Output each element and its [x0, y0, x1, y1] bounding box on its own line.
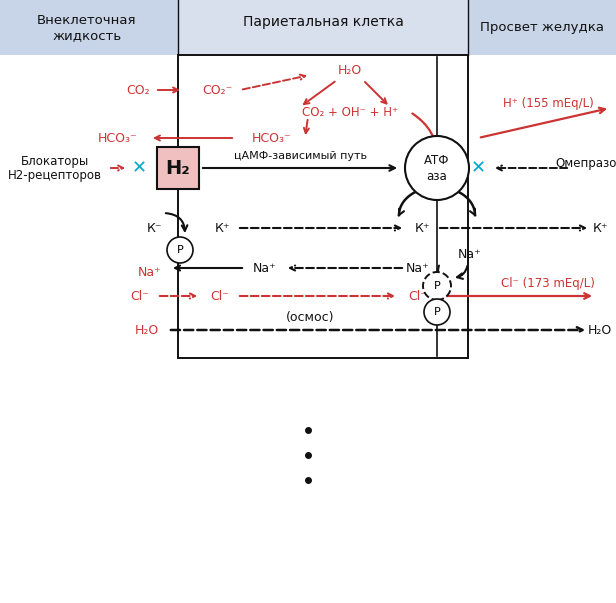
- Text: Н⁺ (155 mEq/L): Н⁺ (155 mEq/L): [503, 96, 593, 110]
- Text: Na⁺: Na⁺: [253, 262, 277, 274]
- Text: ✕: ✕: [471, 159, 485, 177]
- Text: H₂O: H₂O: [135, 323, 159, 336]
- Text: CO₂⁻: CO₂⁻: [202, 83, 232, 96]
- Text: АТФ: АТФ: [424, 154, 450, 168]
- Text: HCO₃⁻: HCO₃⁻: [98, 131, 138, 145]
- Text: ✕: ✕: [131, 159, 147, 177]
- Text: Cl⁻: Cl⁻: [131, 289, 150, 303]
- FancyBboxPatch shape: [157, 147, 199, 189]
- Text: К⁺: К⁺: [592, 221, 608, 235]
- Circle shape: [423, 272, 451, 300]
- Text: К⁺: К⁺: [414, 221, 430, 235]
- Circle shape: [424, 299, 450, 325]
- Text: Na⁺: Na⁺: [138, 267, 162, 280]
- Text: Na⁺: Na⁺: [406, 262, 430, 274]
- Text: К⁻: К⁻: [147, 221, 163, 235]
- Text: Cl⁻: Cl⁻: [408, 289, 428, 303]
- Text: P: P: [177, 245, 184, 255]
- Text: H₂O: H₂O: [588, 323, 612, 336]
- Text: Cl⁻: Cl⁻: [211, 289, 229, 303]
- Text: CO₂: CO₂: [126, 83, 150, 96]
- Text: Просвет желудка: Просвет желудка: [480, 22, 604, 34]
- Text: P: P: [434, 281, 440, 291]
- Text: Внеклеточная
жидкость: Внеклеточная жидкость: [37, 14, 137, 42]
- Bar: [178, 55, 468, 358]
- Text: цАМФ-зависимый путь: цАМФ-зависимый путь: [233, 151, 367, 161]
- Text: Н2-рецепторов: Н2-рецепторов: [8, 168, 102, 182]
- Circle shape: [405, 136, 469, 200]
- Text: Na⁺: Na⁺: [458, 247, 482, 260]
- Circle shape: [167, 237, 193, 263]
- Bar: [178, 0, 468, 55]
- Text: К⁺: К⁺: [214, 221, 230, 235]
- Bar: [0, 0, 616, 55]
- Text: Cl⁻ (173 mEq/L): Cl⁻ (173 mEq/L): [501, 277, 595, 289]
- Text: Блокаторы: Блокаторы: [21, 156, 89, 168]
- Text: Париетальная клетка: Париетальная клетка: [243, 15, 403, 29]
- Text: P: P: [434, 307, 440, 317]
- Text: HCO₃⁻: HCO₃⁻: [252, 131, 292, 145]
- Text: (осмос): (осмос): [286, 312, 334, 324]
- Text: H₂O: H₂O: [338, 63, 362, 77]
- Text: CO₂ + OH⁻ + H⁺: CO₂ + OH⁻ + H⁺: [302, 106, 398, 119]
- Text: аза: аза: [427, 171, 447, 183]
- Text: Омепразол: Омепразол: [555, 157, 616, 169]
- Text: H₂: H₂: [166, 159, 190, 177]
